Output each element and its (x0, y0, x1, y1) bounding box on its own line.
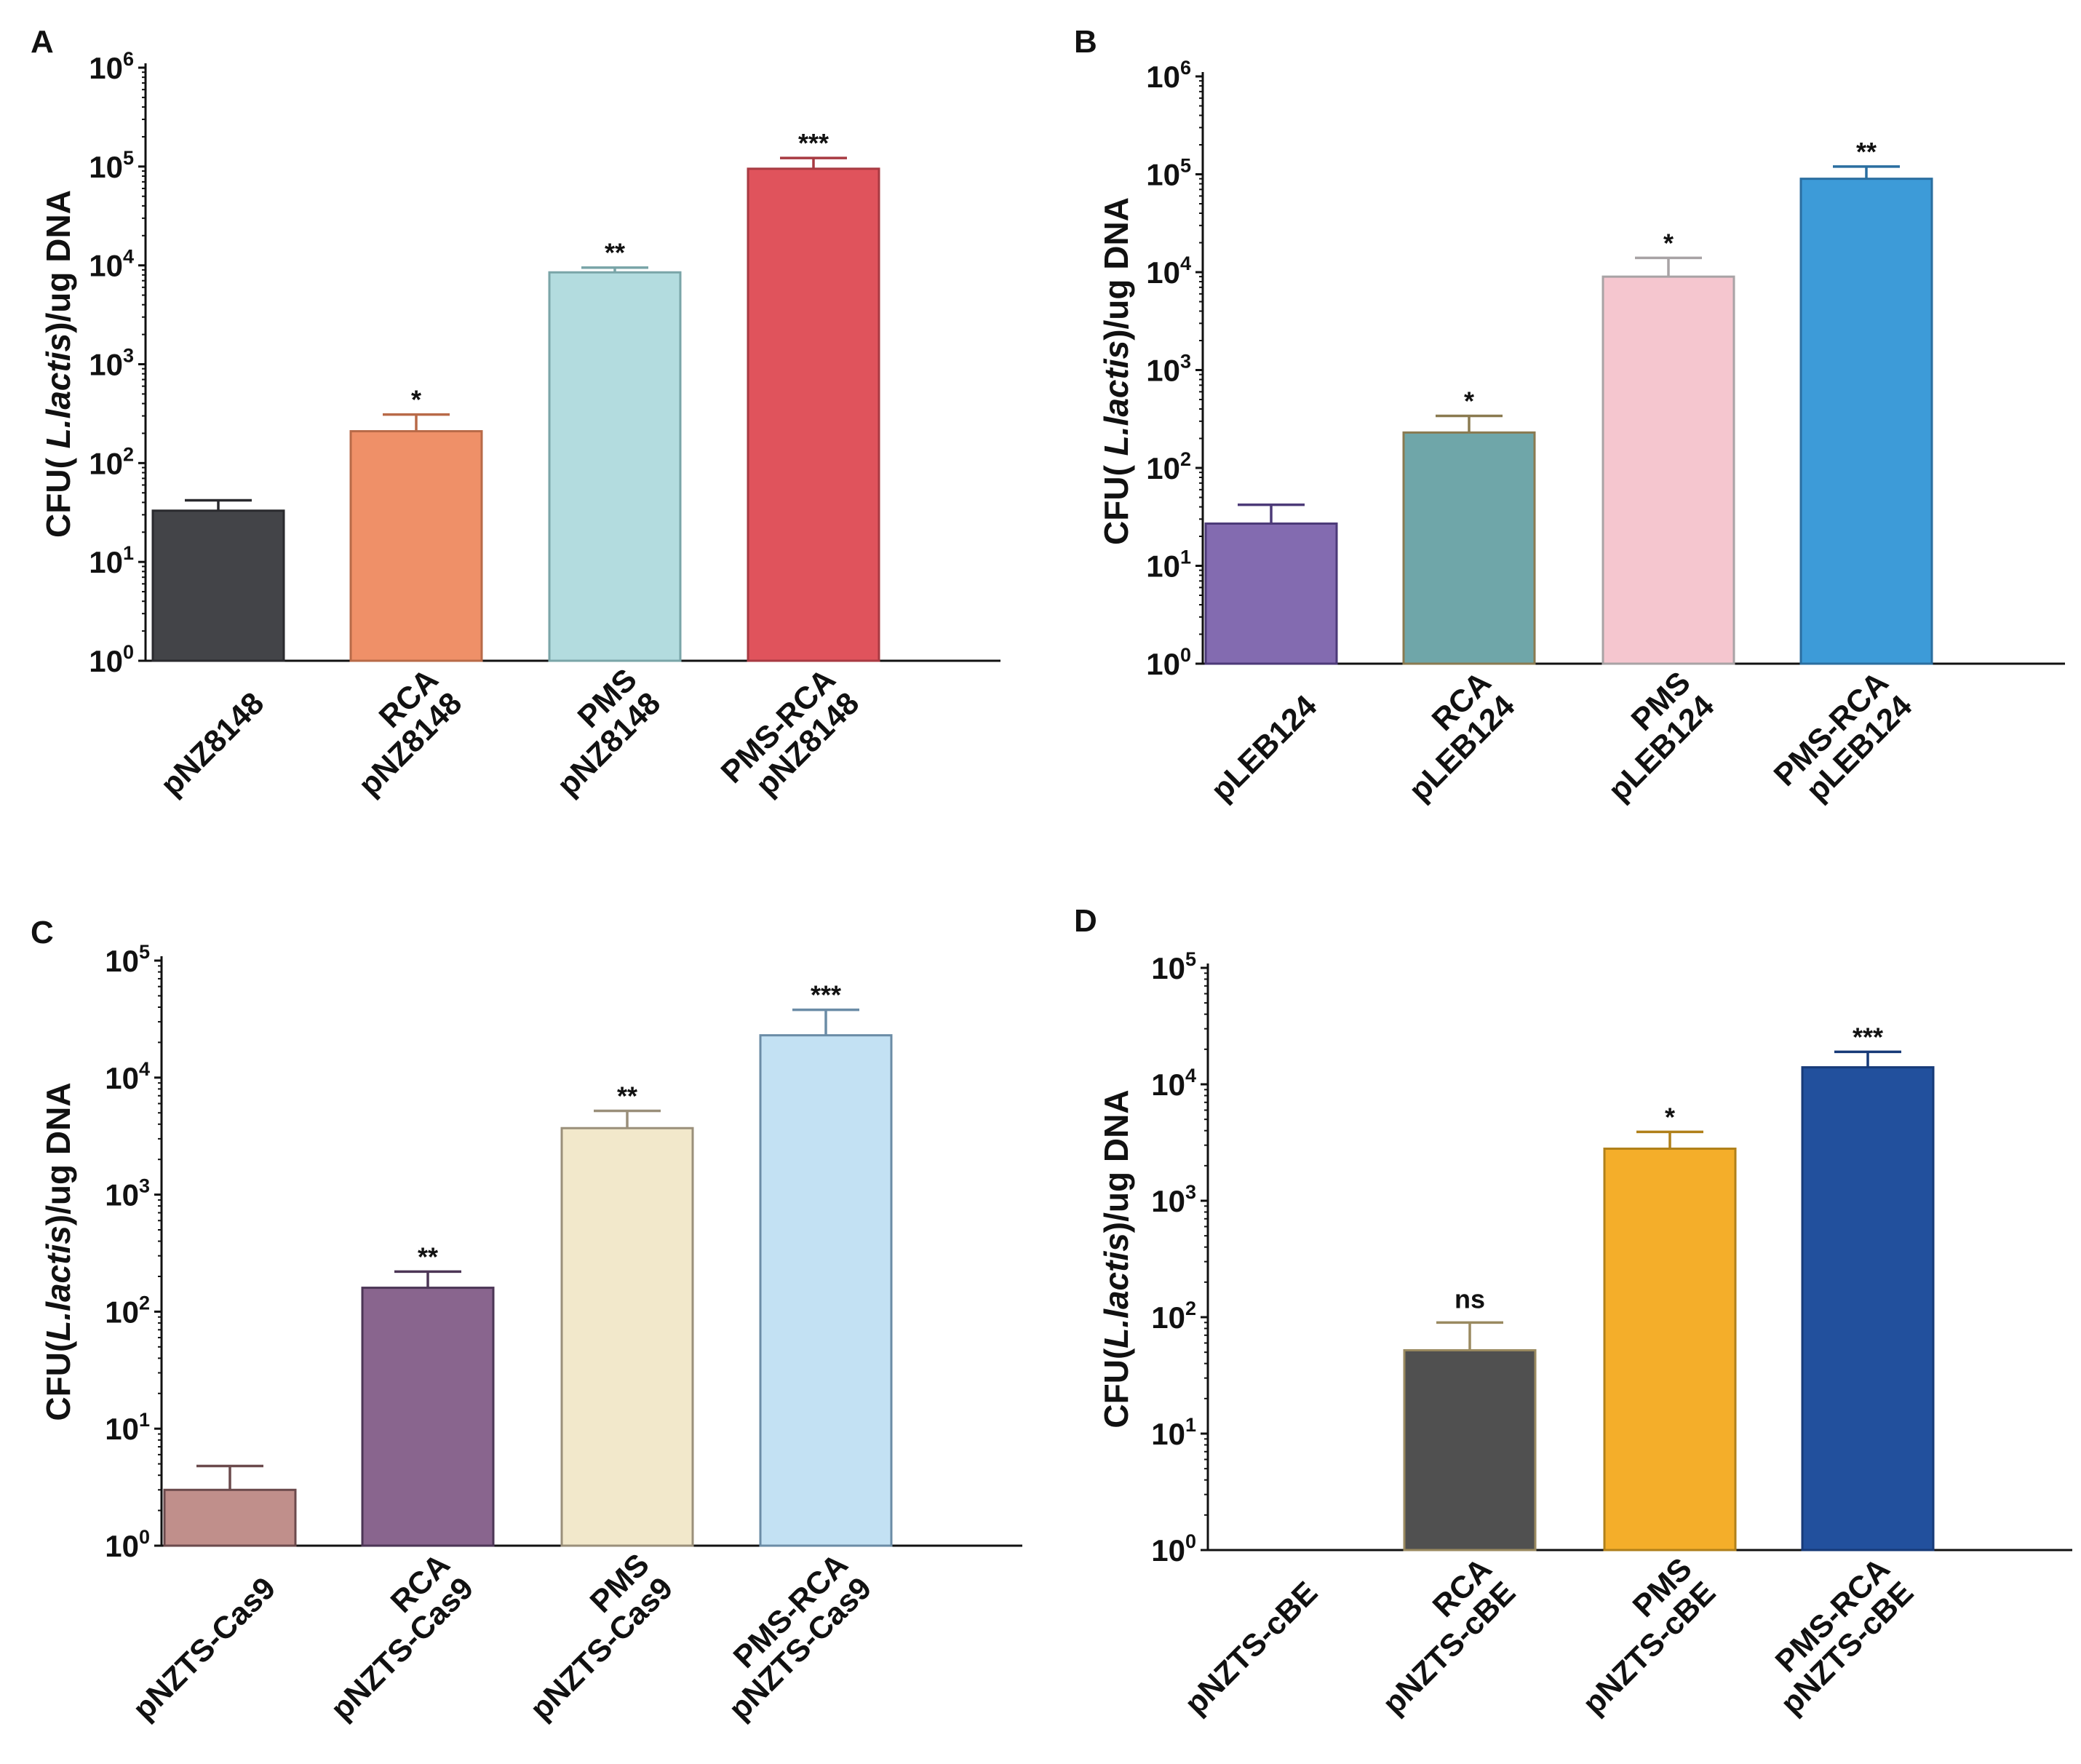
panel-a-tick-label: 105 (89, 147, 134, 184)
panel-d: D CFU(L.lactis)/ug DNA 100 101 102 103 104 105 p… (1074, 903, 2072, 1722)
panel-a-tick-label: 103 (89, 345, 134, 382)
panel-c-y-axis-label: CFU(L.lactis)/ug DNA (39, 1082, 77, 1421)
panel-d-category-label-2: RCApNZTS-cBE (1353, 1552, 1523, 1722)
panel-d-category-label-4: PMS-RCApNZTS-cBE (1751, 1552, 1921, 1722)
panel-d-letter: D (1074, 903, 1097, 939)
panel-c-category-label-2: RCApNZTS-Cas9 (301, 1547, 480, 1727)
panel-c-letter: C (31, 915, 54, 950)
panel-d-significance-3: * (1665, 1102, 1675, 1132)
panel-c-bar-3 (560, 1127, 694, 1547)
panel-a-significance-4: *** (798, 128, 829, 158)
panel-b-tick-label: 104 (1146, 253, 1191, 290)
panel-a-letter: A (31, 24, 54, 60)
panel-d-tick-label: 105 (1151, 948, 1196, 985)
panel-d-significance-4: *** (1853, 1022, 1883, 1052)
panel-b-category-label-2: RCApLEB124 (1379, 665, 1522, 808)
panel-a-category-label-3: PMSpNZ8148 (527, 662, 667, 803)
panel-c-tick-label: 104 (105, 1058, 150, 1095)
panel-c-significance-4: *** (811, 980, 841, 1010)
panel-c-category-label-3: PMSpNZTS-Cas9 (500, 1547, 680, 1727)
panel-b-bar-1 (1204, 522, 1338, 665)
panel-a-category-label-1: pNZ8148 (154, 686, 271, 803)
panel-c-category-label-4: PMS-RCApNZTS-Cas9 (699, 1547, 878, 1727)
panel-c-tick-label: 102 (105, 1292, 150, 1329)
panel-a-bar-2 (349, 430, 483, 662)
panel-b-significance-2: * (1464, 386, 1474, 416)
panel-b-category-label-1: pLEB124 (1204, 688, 1324, 808)
panel-d-tick-label: 103 (1151, 1181, 1196, 1218)
panel-b-tick-label: 102 (1146, 448, 1191, 485)
panel-b-tick-label: 101 (1146, 547, 1191, 584)
panel-c-tick-label: 103 (105, 1175, 150, 1212)
panel-c-bar-1 (163, 1488, 297, 1547)
panel-a: A CFU( L.lactis)/ug DNA 100 101 102 103 104 105… (31, 24, 1000, 814)
panel-a-tick-label: 102 (89, 443, 134, 480)
panel-a-category-label-2: RCApNZ8148 (328, 662, 469, 803)
panel-a-significance-2: * (411, 385, 421, 415)
panel-d-bar-2 (1403, 1348, 1537, 1552)
panel-c-tick-label: 105 (105, 941, 150, 978)
panel-d-tick-label: 102 (1151, 1298, 1196, 1335)
panel-d-bar-3 (1603, 1147, 1737, 1552)
panel-b-tick-label: 103 (1146, 351, 1191, 388)
panel-c-significance-3: ** (617, 1081, 637, 1111)
panel-a-significance-3: ** (605, 238, 625, 268)
panel-d-significance-2: ns (1455, 1284, 1485, 1314)
panel-d-tick-label: 100 (1151, 1530, 1196, 1568)
panel-d-tick-label: 101 (1151, 1414, 1196, 1451)
panel-d-y-axis-label: CFU(L.lactis)/ug DNA (1097, 1089, 1135, 1428)
panel-a-y-axis-label: CFU( L.lactis)/ug DNA (39, 190, 77, 538)
panel-c-bar-2 (361, 1287, 495, 1547)
panel-b-tick-label: 105 (1146, 155, 1191, 192)
panel-a-bar-4 (747, 167, 880, 662)
panel-c-tick-label: 101 (105, 1409, 150, 1446)
panel-a-bar-1 (151, 509, 285, 662)
panel-d-bar-4 (1801, 1066, 1935, 1552)
panel-b: B CFU( L.lactis)/ug DNA 100 101 102 103 104 105… (1074, 24, 2065, 817)
panel-b-category-label-3: PMSpLEB124 (1578, 665, 1722, 808)
panel-c: C CFU(L.lactis)/ug DNA 100 101 102 103 104 105 p… (31, 915, 1022, 1727)
panel-a-tick-label: 106 (89, 48, 134, 85)
panel-c-bar-4 (759, 1034, 893, 1547)
panel-c-category-label-1: pNZTS-Cas9 (127, 1570, 283, 1727)
panel-c-significance-2: ** (418, 1241, 438, 1271)
panel-b-letter: B (1074, 24, 1097, 60)
panel-b-bar-3 (1601, 275, 1735, 665)
panel-a-tick-label: 104 (89, 246, 134, 283)
panel-b-significance-4: ** (1856, 137, 1877, 167)
panel-d-category-label-3: PMSpNZTS-cBE (1553, 1552, 1723, 1722)
panel-b-tick-label: 106 (1146, 57, 1191, 94)
panel-a-category-label-4: PMS-RCApNZ8148 (715, 662, 866, 814)
panel-c-tick-label: 100 (105, 1526, 150, 1563)
panel-b-significance-3: * (1663, 228, 1674, 258)
panel-a-bar-3 (548, 271, 682, 662)
panel-b-bar-2 (1402, 431, 1536, 665)
panel-b-bar-4 (1799, 178, 1933, 665)
panel-a-tick-label: 100 (89, 641, 134, 678)
panel-b-tick-label: 100 (1146, 644, 1191, 681)
panel-b-category-label-4: PMS-RCApLEB124 (1767, 665, 1919, 817)
panel-b-y-axis-label: CFU( L.lactis)/ug DNA (1097, 197, 1135, 545)
panel-d-tick-label: 104 (1151, 1065, 1196, 1102)
panel-d-category-label-1: pNZTS-cBE (1178, 1575, 1324, 1721)
panel-a-tick-label: 101 (89, 542, 134, 579)
